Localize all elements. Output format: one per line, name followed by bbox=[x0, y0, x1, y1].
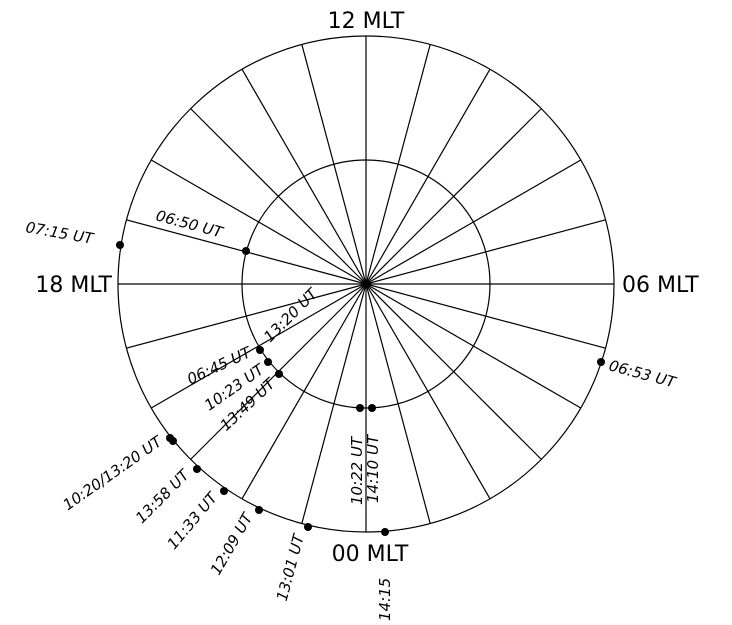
dot bbox=[255, 506, 263, 514]
dot bbox=[304, 523, 312, 531]
axis-label: 06 MLT bbox=[622, 273, 699, 298]
radial-line bbox=[150, 159, 367, 285]
dot bbox=[256, 346, 264, 354]
radial-line bbox=[365, 283, 606, 349]
point-label: 14:10 UT bbox=[364, 433, 382, 503]
radial-line bbox=[365, 159, 582, 285]
axis-label: 00 MLT bbox=[332, 542, 409, 567]
dot bbox=[264, 358, 272, 366]
polar-grid bbox=[117, 35, 615, 533]
radial-line bbox=[365, 283, 542, 460]
axis-label: 18 MLT bbox=[35, 273, 112, 298]
dots bbox=[116, 241, 605, 536]
point-label: 12:09 UT bbox=[207, 508, 258, 578]
radial-line bbox=[365, 108, 542, 285]
radial-line bbox=[365, 283, 431, 524]
radial-line bbox=[301, 44, 367, 285]
radial-line bbox=[190, 108, 367, 285]
radial-line bbox=[241, 68, 367, 285]
axis-label: 12 MLT bbox=[328, 9, 405, 34]
dot bbox=[275, 370, 283, 378]
radial-line bbox=[365, 44, 431, 285]
point-label: 06:53 UT bbox=[607, 356, 679, 391]
point-label: 13:01 UT bbox=[273, 531, 308, 603]
radial-line bbox=[365, 219, 606, 285]
point-label: 14:15 bbox=[376, 578, 394, 621]
radial-line bbox=[150, 283, 367, 409]
dot bbox=[242, 247, 250, 255]
dot bbox=[381, 528, 389, 536]
radial-line bbox=[365, 68, 491, 285]
dot bbox=[368, 404, 376, 412]
dot bbox=[597, 358, 605, 366]
point-label: 07:15 UT bbox=[24, 218, 96, 248]
radial-line bbox=[301, 283, 367, 524]
dot bbox=[220, 487, 228, 495]
dot bbox=[193, 465, 201, 473]
point-label: 10:22 UT bbox=[348, 435, 366, 505]
dot bbox=[169, 437, 177, 445]
dot bbox=[356, 404, 364, 412]
dot bbox=[116, 241, 124, 249]
radial-line bbox=[365, 283, 491, 500]
radial-line bbox=[126, 283, 367, 349]
radial-line bbox=[241, 283, 367, 500]
radial-line bbox=[365, 283, 582, 409]
